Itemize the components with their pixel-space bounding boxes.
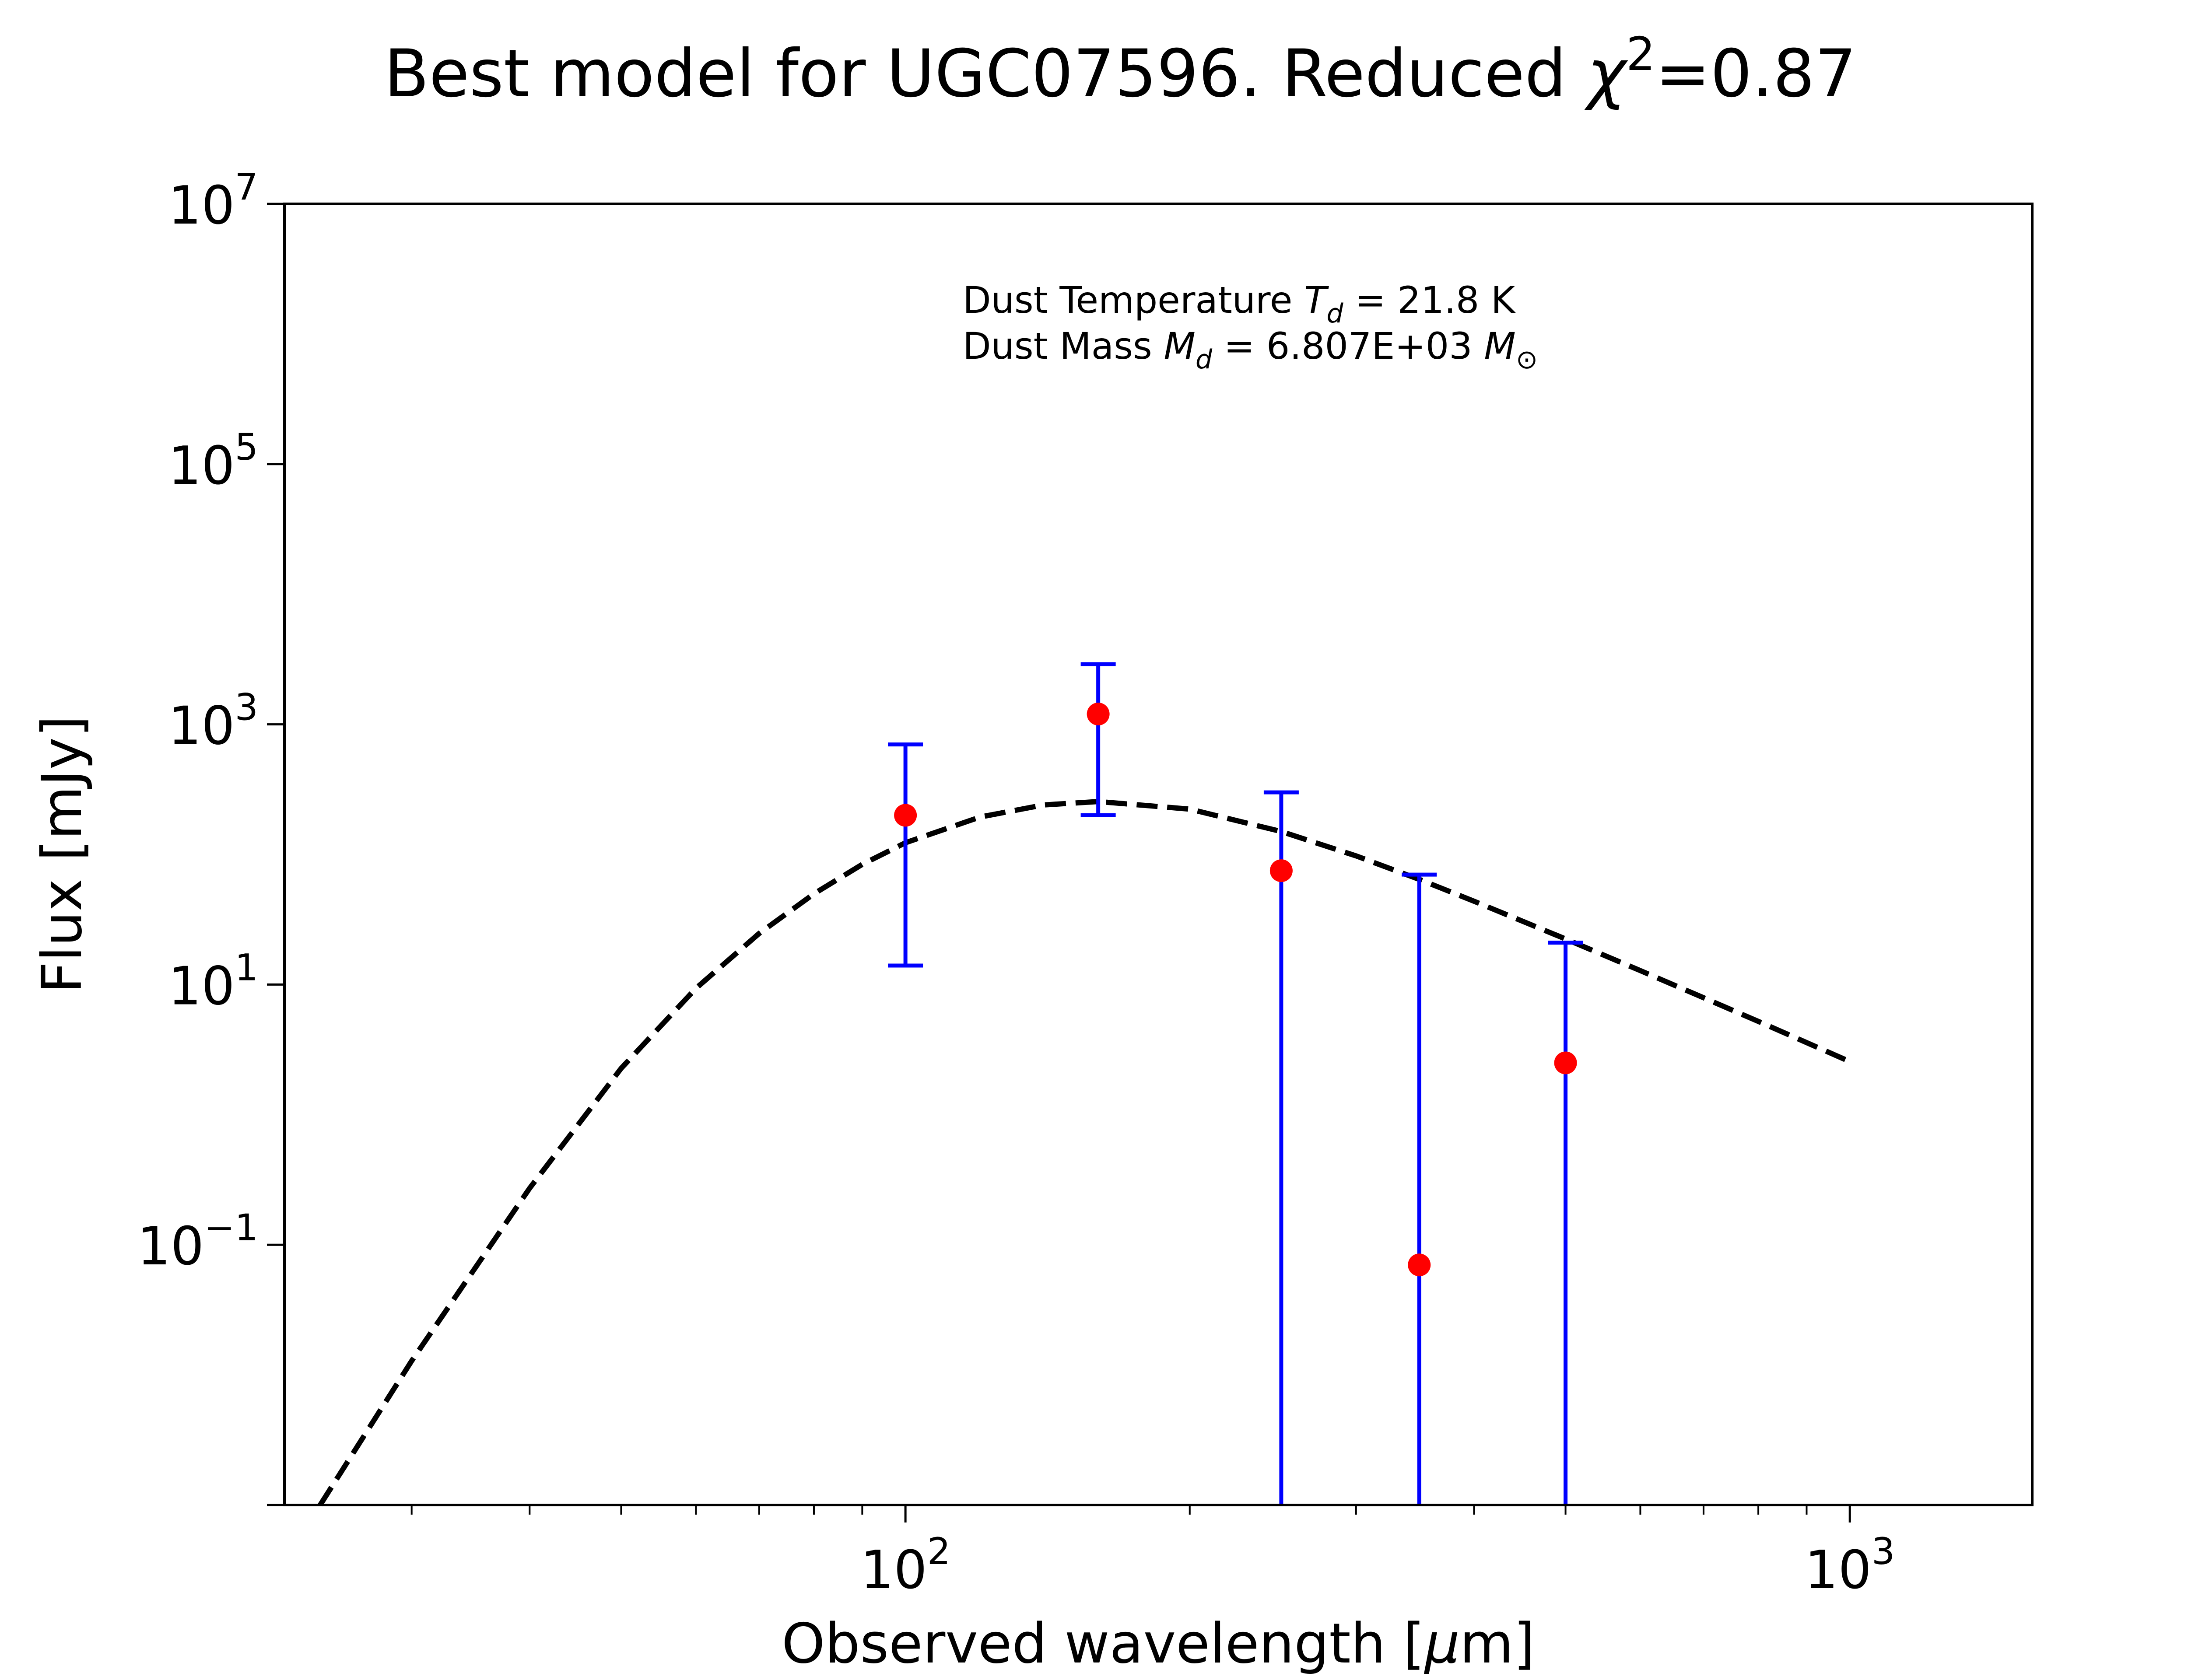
plot-frame (283, 203, 2034, 1506)
x-tick-label: 103 (1805, 1530, 1895, 1601)
y-tick-label: 107 (168, 165, 258, 236)
annotation-dust-mass: Dust Mass Md = 6.807E+03 M⊙ (963, 325, 1538, 375)
data-point (1408, 1253, 1431, 1277)
errorbar-layer (888, 662, 1583, 1505)
y-tick-label: 101 (168, 946, 258, 1017)
chart-title: Best model for UGC07596. Reduced χ2=0.87 (384, 28, 1857, 112)
data-point (1269, 859, 1293, 882)
data-point (1554, 1051, 1577, 1074)
annotation-dust-temperature: Dust Temperature Td = 21.8 K (963, 279, 1516, 329)
model-curve (318, 799, 1851, 1507)
x-axis-label: Observed wavelength [μm] (782, 1611, 1535, 1676)
y-tick-label: 10−1 (137, 1206, 258, 1277)
data-point-layer (894, 703, 1577, 1277)
axis-ticks: 102 103 10−1 101 103 105 107 (137, 165, 1895, 1601)
model-curve-layer (318, 799, 1851, 1507)
x-tick-label: 102 (860, 1530, 950, 1601)
y-axis-label: Flux [mJy] (30, 716, 94, 994)
y-tick-label: 105 (168, 426, 258, 497)
data-point (1087, 703, 1110, 726)
data-point (894, 804, 917, 827)
y-tick-label: 103 (168, 686, 258, 757)
